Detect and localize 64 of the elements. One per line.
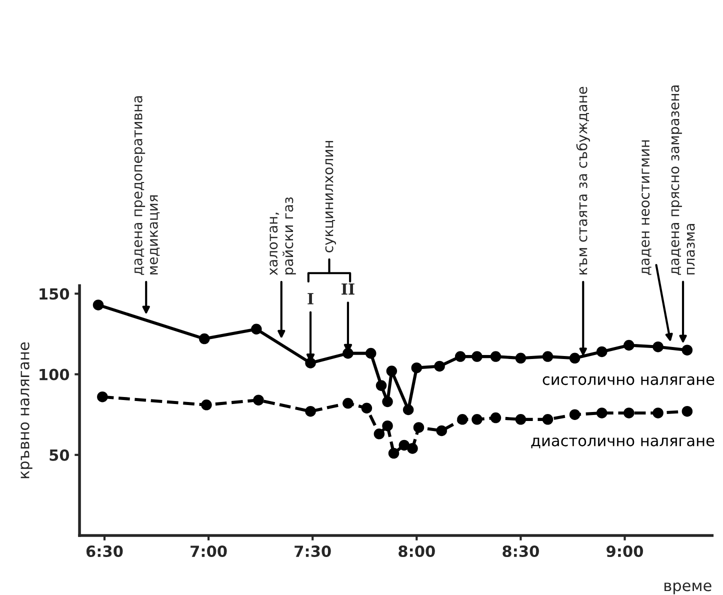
annotation: дадена предоперативна медикация bbox=[134, 96, 160, 275]
y-tick-label: 100 bbox=[40, 368, 70, 380]
point bbox=[251, 324, 262, 335]
x-tick-label: 7:30 bbox=[294, 545, 331, 558]
text: сукцинилхолин bbox=[325, 140, 336, 252]
point bbox=[365, 348, 376, 359]
x-tick-label: 8:00 bbox=[398, 545, 435, 558]
point bbox=[402, 404, 414, 416]
y-axis-title: кръвно налягане bbox=[20, 342, 32, 478]
point bbox=[652, 341, 664, 352]
point bbox=[472, 351, 482, 362]
x-tick-label: 7:00 bbox=[190, 545, 227, 558]
point bbox=[376, 380, 387, 391]
point bbox=[388, 448, 400, 459]
point bbox=[413, 422, 424, 433]
x-axis-title: време bbox=[664, 582, 712, 594]
point bbox=[652, 408, 664, 418]
point bbox=[457, 414, 468, 425]
point bbox=[472, 414, 482, 425]
point bbox=[454, 351, 466, 362]
x-tick-label: 6:30 bbox=[86, 545, 123, 558]
point bbox=[361, 402, 372, 414]
point bbox=[434, 360, 445, 372]
point bbox=[682, 344, 693, 356]
annotation: халотан, райски газ bbox=[270, 197, 296, 276]
point bbox=[682, 406, 693, 417]
series-label: систолично налягане bbox=[542, 376, 714, 386]
point bbox=[97, 391, 108, 402]
point bbox=[342, 398, 354, 409]
point bbox=[386, 366, 398, 376]
point bbox=[569, 409, 580, 420]
annotation: даден неостигмин bbox=[642, 140, 652, 275]
point bbox=[436, 425, 448, 436]
y-tick-label: 50 bbox=[50, 449, 70, 461]
point bbox=[374, 428, 385, 440]
y-tick-label: 150 bbox=[40, 288, 70, 300]
point bbox=[596, 408, 608, 418]
point bbox=[596, 346, 608, 358]
point bbox=[382, 396, 393, 408]
point bbox=[199, 333, 210, 344]
point bbox=[490, 351, 502, 362]
point bbox=[542, 414, 554, 425]
point bbox=[542, 351, 554, 362]
point bbox=[515, 352, 526, 364]
point bbox=[407, 443, 418, 454]
annotation: I bbox=[308, 293, 314, 304]
annotation: дадена прясно замразена плазма bbox=[671, 85, 695, 275]
point bbox=[92, 300, 104, 310]
x-tick-label: 8:30 bbox=[502, 545, 539, 558]
point bbox=[515, 414, 526, 425]
point bbox=[382, 420, 393, 432]
series-label: диастолично налягане bbox=[531, 438, 714, 448]
point bbox=[490, 412, 502, 424]
annotation: към стаята за събуждане bbox=[576, 86, 590, 274]
point bbox=[398, 440, 410, 451]
annotation: II bbox=[342, 283, 354, 295]
point bbox=[411, 362, 422, 374]
point bbox=[569, 352, 580, 364]
point bbox=[624, 408, 634, 418]
point bbox=[624, 340, 634, 351]
point bbox=[305, 406, 316, 417]
point bbox=[201, 400, 212, 410]
x-tick-label: 9:00 bbox=[606, 545, 644, 558]
point bbox=[253, 394, 264, 406]
